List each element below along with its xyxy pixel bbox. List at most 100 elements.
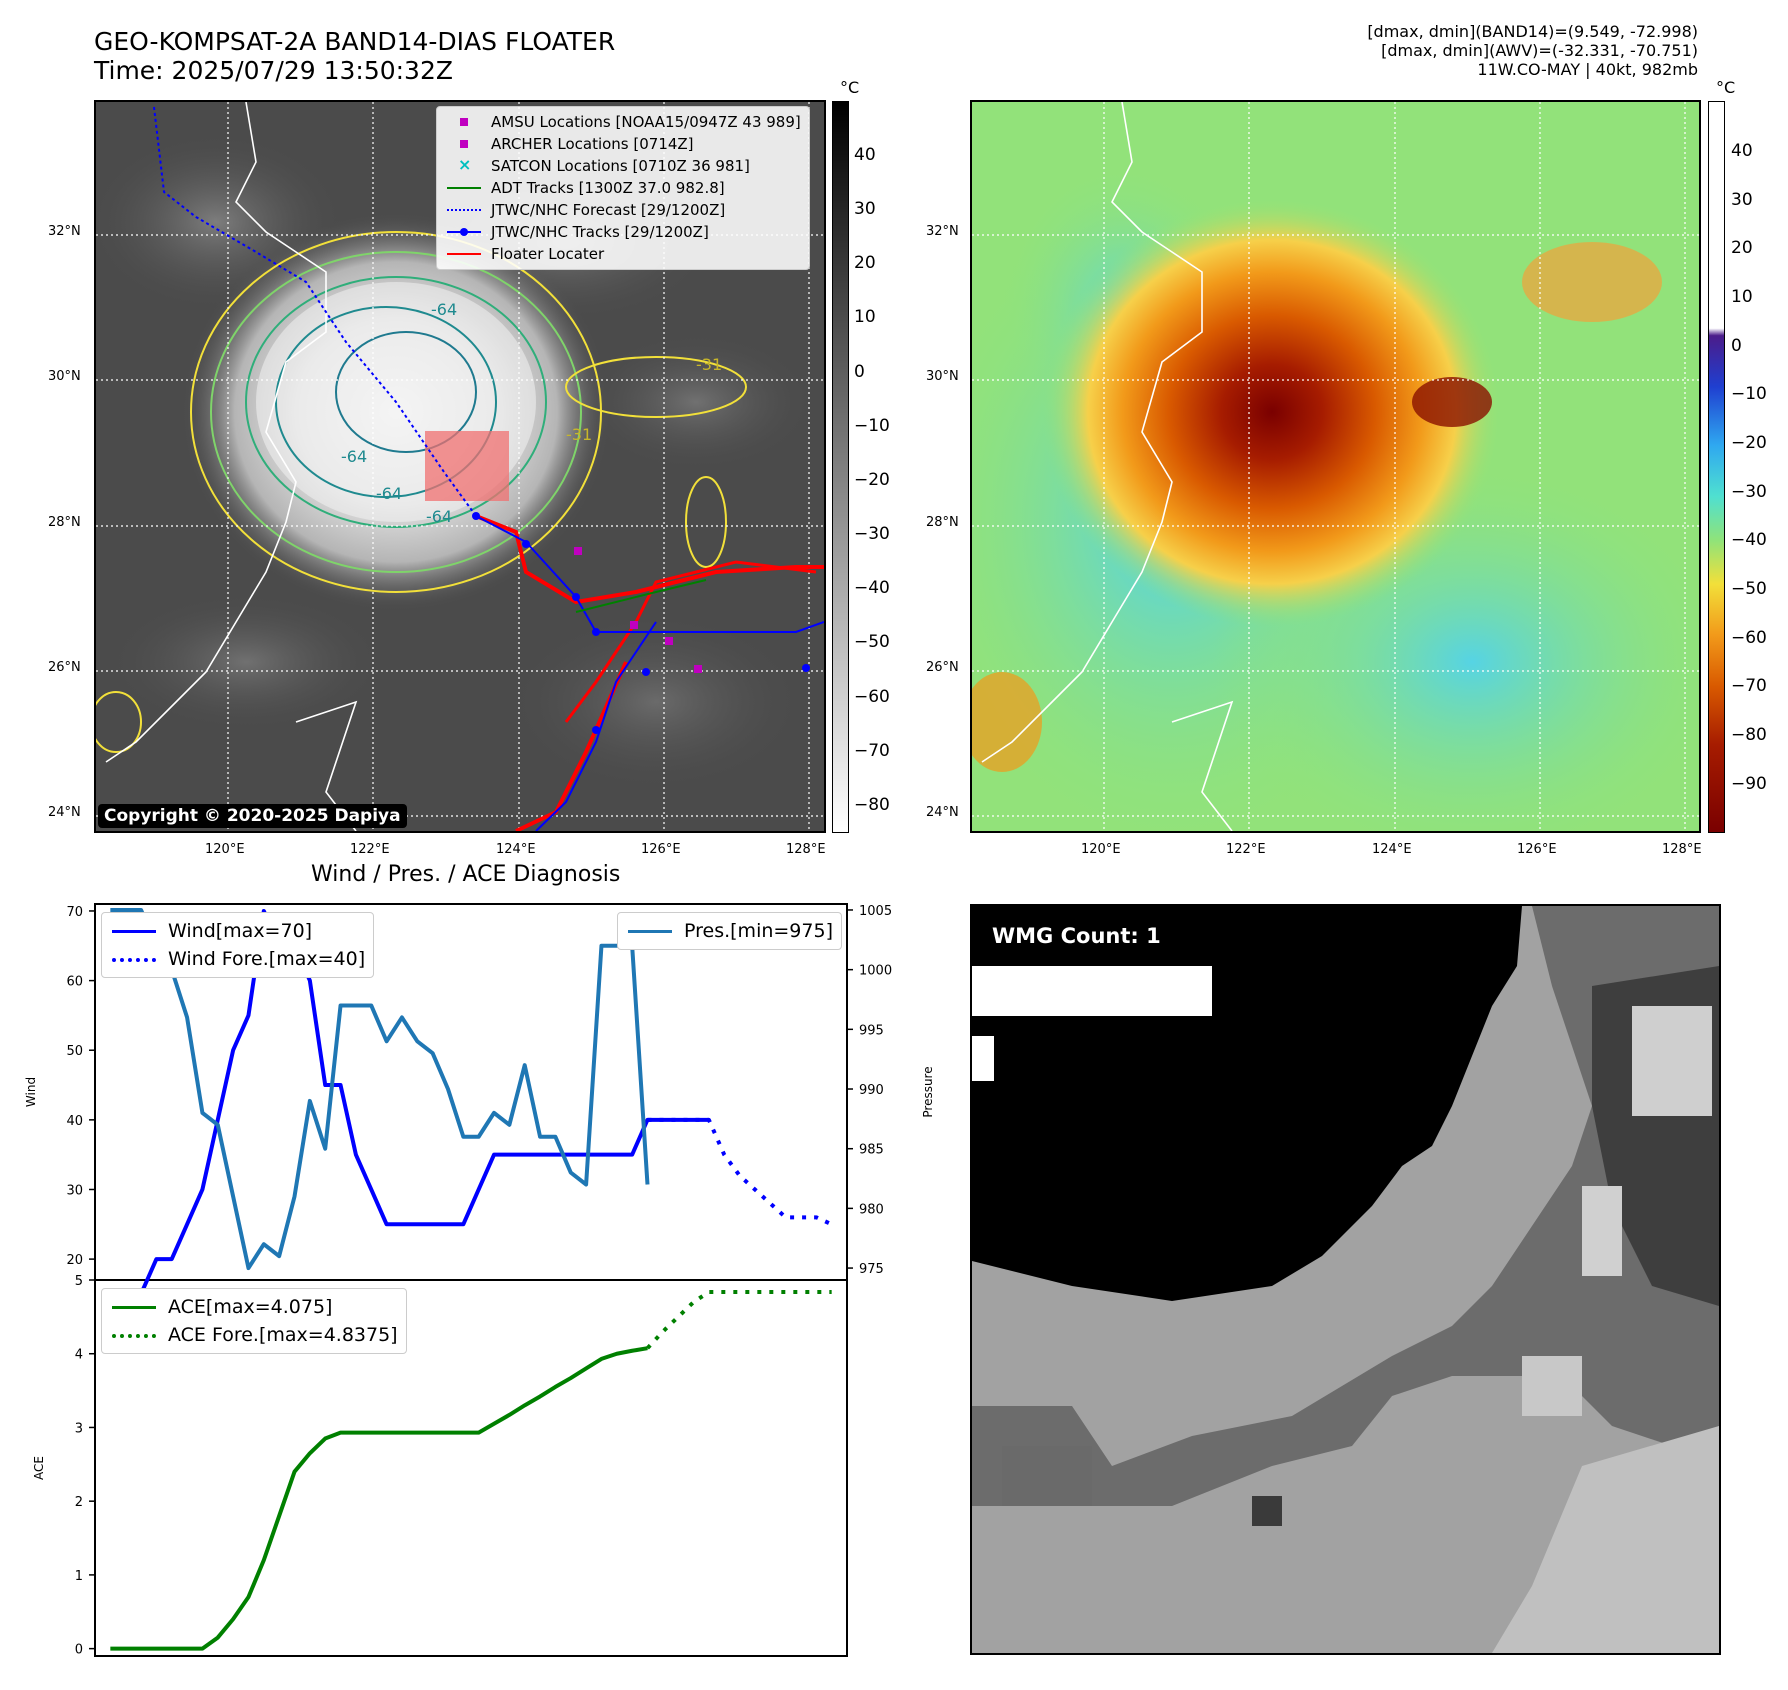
contour-label-2: -64 — [376, 484, 402, 503]
wind-tick-label: 30 — [66, 1183, 83, 1198]
cbar-tick: 20 — [854, 253, 876, 273]
legend-item-satcon: × SATCON Locations [0710Z 36 981] — [445, 155, 801, 177]
storm-info: [dmax, dmin](BAND14)=(9.549, -72.998) [d… — [1367, 22, 1698, 79]
pressure-tick-label: 985 — [859, 1143, 884, 1158]
legend-label-wind: Wind[max=70] — [168, 920, 313, 942]
legend-item-wind-fore: Wind Fore.[max=40] — [110, 945, 365, 973]
cbar-tick: 40 — [1731, 141, 1753, 161]
right-colorbar-unit: °C — [1716, 78, 1736, 97]
lon-label: 122°E — [350, 842, 390, 857]
wind-tick-label: 20 — [66, 1253, 83, 1268]
lat-label: 30°N — [926, 369, 959, 384]
diagnosis-title: Wind / Pres. / ACE Diagnosis — [311, 862, 621, 887]
ir-map-panel: -64 -64 -64 -31 -31 -64 — [94, 100, 826, 833]
legend-label-ace-fore: ACE Fore.[max=4.8375] — [168, 1324, 398, 1346]
pressure-legend: Pres.[min=975] — [617, 912, 842, 950]
line-dot-icon — [445, 224, 483, 240]
legend-item-adt: ADT Tracks [1300Z 37.0 982.8] — [445, 177, 801, 199]
ace-axes-frame — [94, 1279, 848, 1657]
wind-tick-label: 60 — [66, 975, 83, 990]
cbar-tick: 20 — [1731, 238, 1753, 258]
legend-label-floater: Floater Locater — [491, 245, 605, 263]
legend-item-amsu: AMSU Locations [NOAA15/0947Z 43 989] — [445, 111, 801, 133]
ace-axis-label: ACE — [32, 1456, 46, 1480]
legend-label-wind-fore: Wind Fore.[max=40] — [168, 948, 366, 970]
lon-label: 126°E — [1517, 842, 1557, 857]
cbar-tick: −50 — [854, 632, 890, 652]
pressure-tick-label: 995 — [859, 1023, 884, 1038]
awv-map-svg — [972, 102, 1699, 831]
pressure-tick-label: 1000 — [859, 964, 892, 979]
ace-tick-label: 0 — [75, 1643, 83, 1658]
lon-label: 128°E — [1662, 842, 1702, 857]
wmg-svg — [972, 906, 1719, 1653]
pressure-tick-label: 975 — [859, 1262, 884, 1277]
legend-item-ace-fore: ACE Fore.[max=4.8375] — [110, 1321, 398, 1349]
wind-forecast-line — [647, 1117, 833, 1227]
ace-tick-label: 1 — [75, 1569, 83, 1584]
line-marker-icon — [445, 180, 483, 196]
cbar-tick: 10 — [854, 307, 876, 327]
lat-label: 28°N — [48, 515, 81, 530]
legend-label-pres: Pres.[min=975] — [684, 920, 833, 942]
map-legend: AMSU Locations [NOAA15/0947Z 43 989] ARC… — [436, 106, 810, 270]
cbar-tick: −40 — [1731, 530, 1767, 550]
legend-label-amsu: AMSU Locations [NOAA15/0947Z 43 989] — [491, 113, 801, 131]
ace-series-line — [110, 1346, 648, 1651]
legend-label-archer: ARCHER Locations [0714Z] — [491, 135, 694, 153]
info-line-3: 11W.CO-MAY | 40kt, 982mb — [1477, 60, 1698, 79]
x-marker-icon: × — [458, 155, 472, 174]
line-marker-icon — [110, 1297, 158, 1317]
lon-label: 124°E — [1372, 842, 1412, 857]
legend-item-tracks: JTWC/NHC Tracks [29/1200Z] — [445, 221, 801, 243]
cbar-tick: −60 — [1731, 628, 1767, 648]
contour-label-6: -64 — [426, 507, 452, 526]
dotted-line-icon — [110, 1325, 158, 1345]
cbar-tick: −70 — [1731, 676, 1767, 696]
ace-tick-label: 2 — [75, 1495, 83, 1510]
cbar-tick: −20 — [854, 470, 890, 490]
legend-label-forecast: JTWC/NHC Forecast [29/1200Z] — [491, 201, 726, 219]
lon-label: 124°E — [496, 842, 536, 857]
wind-legend: Wind[max=70] Wind Fore.[max=40] — [101, 912, 375, 978]
lat-label: 32°N — [926, 224, 959, 239]
copyright-badge: Copyright © 2020-2025 Dapiya — [98, 804, 407, 828]
cbar-tick: −30 — [854, 524, 890, 544]
contour-label-1: -64 — [341, 447, 367, 466]
cbar-tick: −10 — [1731, 384, 1767, 404]
diagnosis-chart: 20 30 40 50 60 70 975 980 985 990 995 1000 1005 0 1 2 3 4… — [24, 903, 935, 1658]
figure-title: GEO-KOMPSAT-2A BAND14-DIAS FLOATER Time:… — [94, 27, 615, 85]
wind-series-line — [110, 908, 709, 1296]
pressure-axis-label: Pressure — [921, 1066, 935, 1117]
wind-tick-label: 40 — [66, 1114, 83, 1129]
pressure-series-line — [110, 907, 650, 1271]
legend-item-forecast: JTWC/NHC Forecast [29/1200Z] — [445, 199, 801, 221]
lat-label: 32°N — [48, 224, 81, 239]
cbar-tick: −10 — [854, 416, 890, 436]
cbar-tick: −30 — [1731, 482, 1767, 502]
wmg-panel: WMG Count: 1 — [970, 904, 1721, 1655]
cbar-tick: −60 — [854, 687, 890, 707]
legend-item-archer: ARCHER Locations [0714Z] — [445, 133, 801, 155]
wmg-count-badge: WMG Count: 1 — [984, 920, 1169, 952]
lon-label: 120°E — [205, 842, 245, 857]
legend-item-pres: Pres.[min=975] — [626, 917, 833, 945]
lat-label: 30°N — [48, 369, 81, 384]
cbar-tick: −20 — [1731, 433, 1767, 453]
cbar-tick: 30 — [1731, 190, 1753, 210]
info-line-1: [dmax, dmin](BAND14)=(9.549, -72.998) — [1367, 22, 1698, 41]
lat-label: 24°N — [48, 805, 81, 820]
line-marker-icon — [626, 921, 674, 941]
legend-item-wind: Wind[max=70] — [110, 917, 365, 945]
lat-label: 24°N — [926, 805, 959, 820]
lat-label: 26°N — [926, 660, 959, 675]
legend-item-ace: ACE[max=4.075] — [110, 1293, 398, 1321]
legend-label-adt: ADT Tracks [1300Z 37.0 982.8] — [491, 179, 725, 197]
ace-legend: ACE[max=4.075] ACE Fore.[max=4.8375] — [101, 1288, 407, 1354]
ace-forecast-line — [646, 1289, 832, 1350]
lon-label: 122°E — [1226, 842, 1266, 857]
legend-label-ace: ACE[max=4.075] — [168, 1296, 333, 1318]
legend-label-tracks: JTWC/NHC Tracks [29/1200Z] — [491, 223, 709, 241]
cbar-tick: −80 — [854, 795, 890, 815]
wind-tick-label: 70 — [66, 905, 83, 920]
